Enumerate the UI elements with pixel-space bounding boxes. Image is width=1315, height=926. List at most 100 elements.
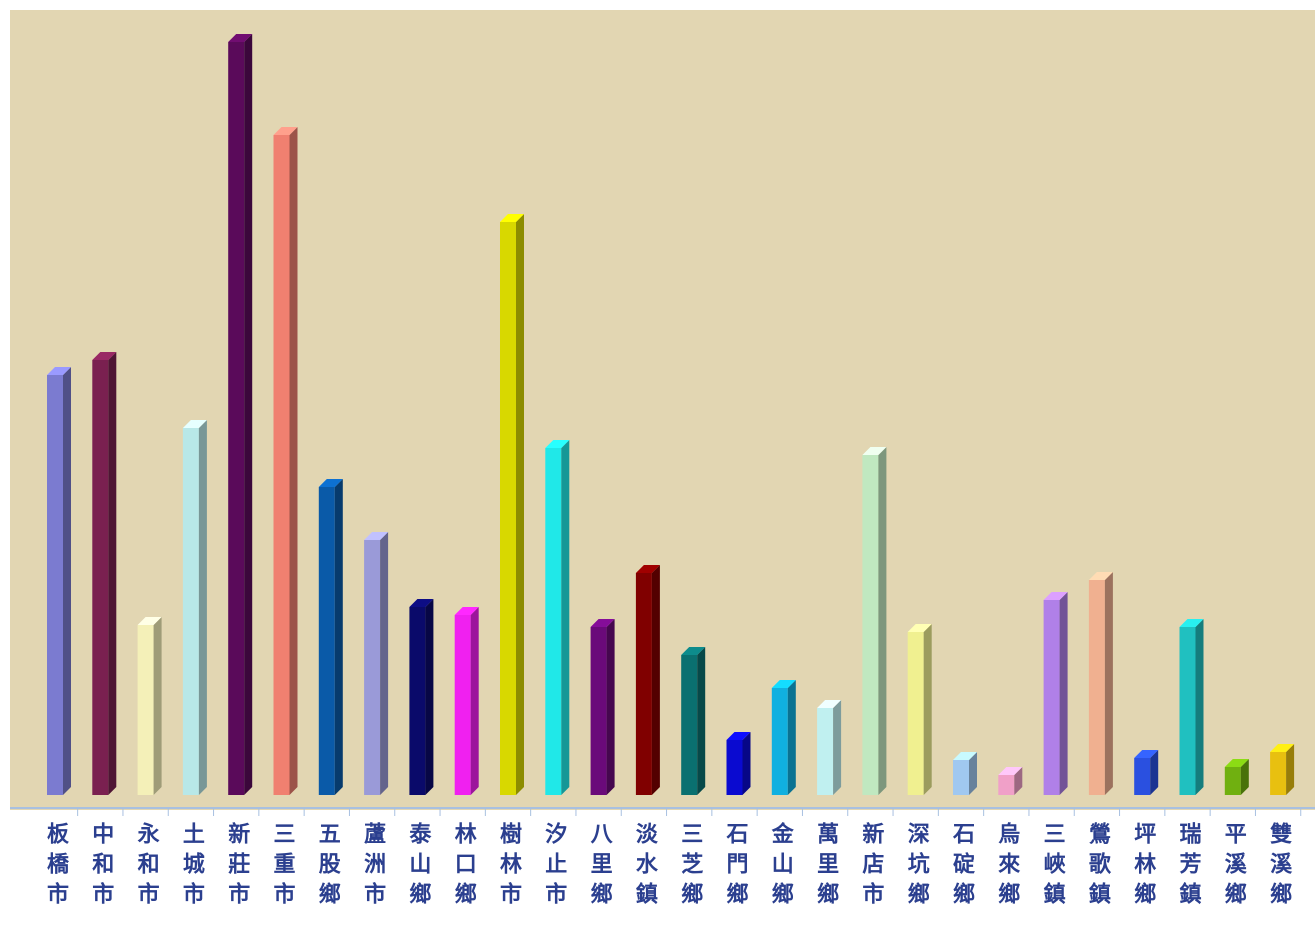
x-tick-label: 永和市 bbox=[133, 822, 159, 912]
bar-top bbox=[409, 599, 434, 607]
x-tick-label: 雙溪鄉 bbox=[1266, 822, 1292, 912]
bar bbox=[590, 627, 607, 795]
x-tick-label: 淡水鎮 bbox=[631, 822, 657, 912]
bar-top bbox=[454, 607, 479, 615]
bar-top bbox=[1224, 759, 1249, 767]
bar bbox=[998, 775, 1015, 795]
bar-side bbox=[878, 447, 887, 795]
bar-top bbox=[1179, 619, 1204, 627]
bar-top bbox=[1270, 744, 1295, 752]
x-tick-label: 中和市 bbox=[88, 822, 114, 912]
bar-top bbox=[907, 624, 932, 632]
x-tick-label: 金山鄉 bbox=[767, 822, 793, 912]
bar bbox=[318, 487, 335, 795]
bar-side bbox=[969, 752, 977, 795]
bar-top bbox=[953, 752, 977, 760]
bar-side bbox=[153, 617, 162, 795]
bar bbox=[545, 448, 562, 795]
x-tick-label: 石門鄉 bbox=[722, 822, 748, 912]
x-tick-label: 新店市 bbox=[858, 822, 884, 912]
bar-side bbox=[108, 352, 117, 795]
bar-side bbox=[1059, 592, 1068, 795]
bar-top bbox=[1043, 592, 1068, 600]
bar bbox=[726, 740, 743, 795]
x-tick-label: 貢寮鄉 bbox=[1311, 822, 1315, 912]
bar-top bbox=[92, 352, 117, 360]
x-tick-label: 新莊市 bbox=[224, 822, 250, 912]
bar-top bbox=[500, 214, 524, 222]
bar-side bbox=[380, 532, 389, 795]
bar-side bbox=[470, 607, 479, 795]
x-tick-label: 八里鄉 bbox=[586, 822, 612, 912]
bar-side bbox=[742, 732, 751, 795]
x-tick-label: 樹林市 bbox=[496, 822, 521, 912]
bar-top bbox=[545, 440, 570, 448]
bar-side bbox=[63, 367, 71, 795]
bar bbox=[1134, 758, 1151, 795]
bar-top bbox=[590, 619, 615, 627]
bar bbox=[500, 222, 516, 795]
x-tick-label: 鶯歌鎮 bbox=[1084, 822, 1110, 912]
bar-top bbox=[1134, 750, 1159, 758]
bar-side bbox=[425, 599, 434, 795]
bar-top bbox=[318, 479, 343, 487]
bar bbox=[1224, 767, 1241, 795]
bar-side bbox=[787, 680, 796, 795]
bar bbox=[681, 655, 698, 795]
bar bbox=[1270, 752, 1287, 795]
bar bbox=[907, 632, 924, 795]
bar-side bbox=[1240, 759, 1249, 795]
bar bbox=[1043, 600, 1060, 795]
bar-top bbox=[726, 732, 751, 740]
bar-side bbox=[923, 624, 932, 795]
x-tick-label: 平溪鄉 bbox=[1220, 822, 1246, 912]
x-tick-label: 瑞芳鎮 bbox=[1175, 822, 1201, 912]
bar-side bbox=[1104, 572, 1113, 795]
bar-side bbox=[516, 214, 524, 795]
x-tick-label: 烏來鄉 bbox=[994, 822, 1020, 912]
x-tick-label: 萬里鄉 bbox=[813, 822, 839, 912]
bar-side bbox=[289, 127, 298, 795]
bar-top bbox=[47, 367, 71, 375]
bar bbox=[228, 42, 245, 795]
x-tick-label: 深坑鄉 bbox=[903, 822, 929, 912]
bar-side bbox=[1150, 750, 1159, 795]
x-tick-label: 三峽鎮 bbox=[1039, 822, 1065, 912]
bar bbox=[862, 455, 879, 795]
bar-side bbox=[833, 700, 842, 795]
bar-top bbox=[862, 447, 887, 455]
bar bbox=[273, 135, 290, 795]
x-tick-label: 坪林鄉 bbox=[1130, 822, 1156, 912]
x-tick-label: 林口鄉 bbox=[450, 822, 476, 912]
bar-top bbox=[1088, 572, 1113, 580]
bar-top bbox=[635, 565, 660, 573]
bar-side bbox=[561, 440, 570, 795]
x-tick-label: 蘆洲市 bbox=[360, 822, 386, 912]
bar-top bbox=[364, 532, 389, 540]
bar bbox=[47, 375, 63, 795]
bar-side bbox=[244, 34, 253, 795]
bar bbox=[1088, 580, 1105, 795]
bar-side bbox=[1195, 619, 1204, 795]
x-tick-label: 泰山鄉 bbox=[405, 822, 431, 912]
x-tick-label: 石碇鄉 bbox=[949, 822, 974, 912]
bar-top bbox=[817, 700, 842, 708]
bar-top bbox=[137, 617, 162, 625]
bar bbox=[953, 760, 969, 795]
bar-side bbox=[334, 479, 343, 795]
x-tick-label: 板橋市 bbox=[43, 822, 68, 912]
bar-side bbox=[697, 647, 706, 795]
bar bbox=[454, 615, 471, 795]
x-tick-label: 五股鄉 bbox=[314, 822, 340, 912]
bar bbox=[817, 708, 834, 795]
bar bbox=[1179, 627, 1196, 795]
x-tick-label: 土城市 bbox=[178, 822, 204, 912]
bar-top bbox=[182, 420, 207, 428]
bar bbox=[771, 688, 788, 795]
bar bbox=[137, 625, 154, 795]
x-tick-label: 三重市 bbox=[269, 822, 295, 912]
bar-top bbox=[998, 767, 1023, 775]
x-tick-label: 汐止市 bbox=[541, 822, 567, 912]
